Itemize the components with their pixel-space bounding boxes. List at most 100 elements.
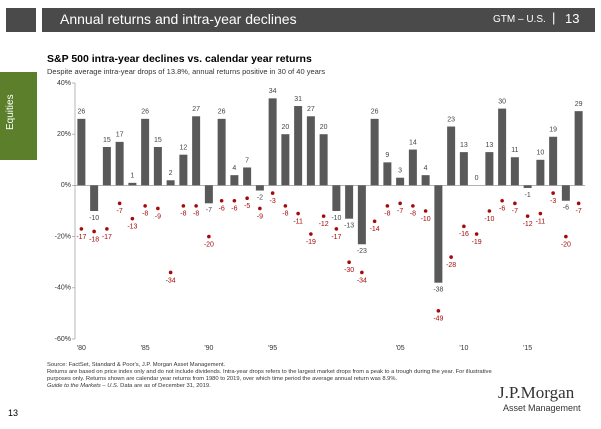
logo-subtitle: Asset Management [503,403,581,413]
decline-label: -7 [117,208,123,215]
decline-dot [347,260,351,265]
decline-dot [423,209,428,213]
decline-label: -12 [523,221,533,228]
return-bar [268,98,277,186]
x-tick-label: '85 [141,345,150,352]
decline-dot [576,201,581,206]
decline-dot [513,201,517,206]
return-label: -6 [563,205,569,212]
date-note: Guide to the Markets – U.S. Data are as … [47,383,517,390]
x-tick-label: '15 [523,345,532,352]
decline-label: -7 [512,208,518,215]
decline-label: -8 [410,211,416,218]
decline-dot [321,214,326,218]
x-tick-label: '90 [204,345,213,352]
footer-page: 13 [8,408,19,418]
decline-label: -9 [155,213,161,220]
decline-dot [487,209,492,213]
decline-label: -19 [306,239,316,246]
return-bar [230,175,239,186]
data-date: Data are as of December 31, 2019. [120,383,211,389]
y-tick-label: 40% [57,80,71,87]
return-bar [153,147,162,186]
return-label: 13 [460,142,468,149]
return-bar [77,118,86,186]
return-label: 13 [485,142,493,149]
decline-label: -30 [344,267,354,274]
decline-dot [309,232,313,236]
return-bar [345,185,354,219]
return-bar [102,147,111,186]
return-label: 26 [77,109,85,116]
return-label: 3 [398,168,402,175]
decline-label: -10 [484,216,494,223]
decline-label: -28 [446,262,456,269]
decline-label: -17 [102,234,112,241]
return-label: 20 [281,124,289,131]
return-bar [243,167,252,186]
decline-label: -8 [142,211,148,218]
decline-dot [117,201,122,206]
return-bar [510,157,519,186]
decline-dot [143,204,147,208]
return-bar [485,152,494,186]
return-bar [332,185,341,211]
decline-dot [564,234,568,239]
return-label: 30 [498,98,506,105]
decline-label: -5 [244,203,250,210]
decline-dot [411,204,415,208]
return-bar [281,134,290,186]
return-label: 27 [192,106,200,113]
return-label: 14 [409,139,417,146]
return-label: 26 [371,109,379,116]
decline-label: -6 [231,206,237,213]
y-tick-label: -40% [55,285,71,292]
decline-dot [385,204,390,208]
decline-label: -11 [536,218,546,225]
return-label: 31 [294,96,302,103]
decline-dot [245,196,249,200]
decline-dot [219,198,224,203]
decline-dot [283,204,288,208]
source-note: Source: FactSet, Standard & Poor's, J.P.… [47,362,226,368]
header-bar [42,8,595,32]
return-label: 17 [116,132,124,139]
header-separator: | [552,10,556,25]
return-label: -38 [433,287,443,294]
return-bar [370,118,379,186]
side-tab [0,72,37,160]
return-bar [523,185,532,188]
y-tick-label: 0% [61,182,71,189]
decline-label: -20 [561,241,571,248]
return-label: 34 [269,88,277,95]
decline-label: -34 [357,277,367,284]
return-bar [319,134,328,186]
decline-dot [194,204,198,208]
return-label: 15 [103,137,111,144]
return-bar [536,159,545,186]
return-label: 12 [179,145,187,152]
decline-label: -3 [270,198,276,205]
logo: J.P.Morgan [498,383,575,402]
return-label: 4 [232,165,236,172]
return-bar [217,118,226,186]
decline-label: -6 [219,206,225,213]
return-label: -13 [344,223,354,230]
decline-label: -3 [550,198,556,205]
return-label: 23 [447,116,455,123]
return-bar [459,152,468,186]
decline-label: -14 [370,226,380,233]
decline-dot [181,204,186,208]
return-bar [204,185,213,204]
decline-dot [360,270,364,275]
chart-title: S&P 500 intra-year declines vs. calendar… [47,53,312,65]
return-bar [421,175,430,186]
return-bar [179,154,188,186]
decline-dot [525,214,530,218]
return-bar [549,136,558,186]
decline-label: -10 [421,216,431,223]
return-label: 1 [130,173,134,180]
return-bar [141,118,150,186]
return-bar [115,141,124,186]
